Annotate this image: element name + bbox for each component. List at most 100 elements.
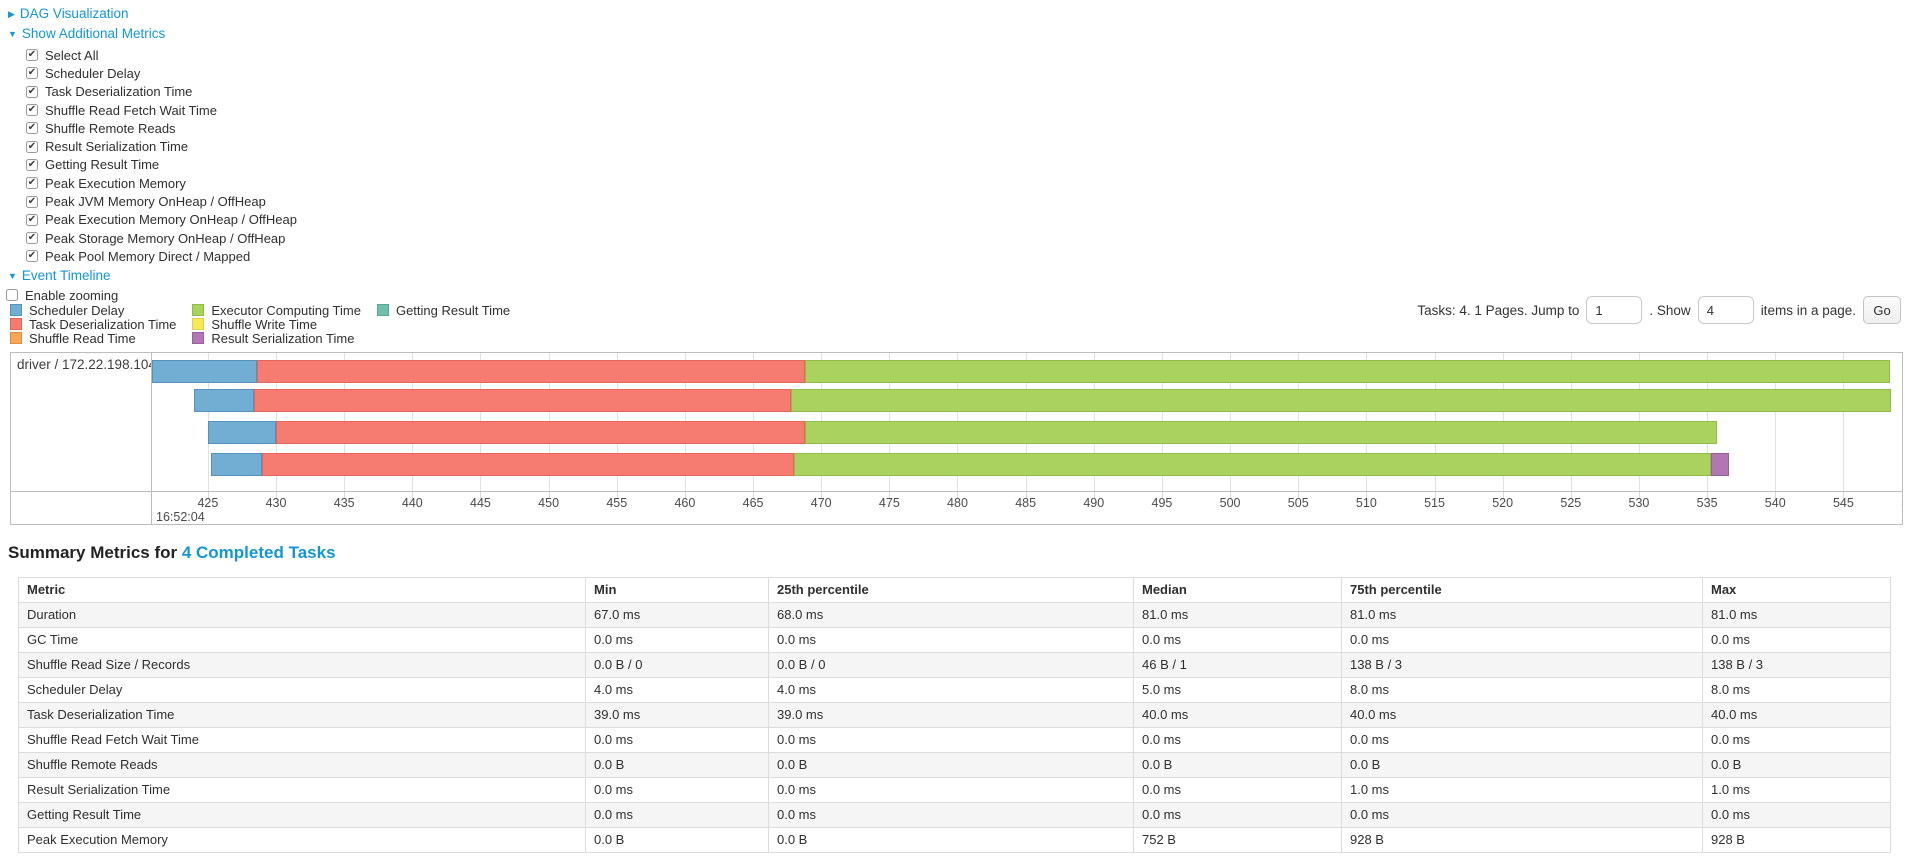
scheduler-delay-swatch — [10, 304, 22, 316]
metric-checkbox-checked[interactable]: ✔ — [26, 213, 38, 226]
metric-value-cell: 8.0 ms — [1341, 677, 1703, 703]
metric-checkbox-checked[interactable]: ✔ — [26, 250, 38, 263]
metric-value-cell: 0.0 B — [1702, 752, 1891, 778]
axis-tick-label: 525 — [1560, 496, 1582, 510]
enable-zooming-checkbox[interactable] — [6, 289, 18, 302]
metric-checkbox-checked[interactable]: ✔ — [26, 177, 38, 190]
metric-value-cell: 0.0 ms — [585, 777, 769, 803]
show-text: . Show — [1649, 302, 1691, 318]
result-serialization-swatch — [192, 332, 205, 344]
axis-tick-label: 520 — [1492, 496, 1514, 510]
timeline-bar-task-deserialization[interactable] — [256, 360, 805, 383]
task-deserialization-swatch — [10, 318, 22, 330]
axis-tick-label: 455 — [606, 496, 628, 510]
metric-checkbox-label: Result Serialization Time — [45, 139, 189, 155]
event-timeline-toggle[interactable]: ▼ Event Timeline — [8, 268, 297, 283]
metric-checkbox-checked[interactable]: ✔ — [26, 158, 38, 171]
legend-item: Executor Computing Time — [192, 302, 361, 318]
metric-value-cell: 39.0 ms — [768, 702, 1134, 728]
metric-checkbox-checked[interactable]: ✔ — [26, 85, 38, 98]
show-additional-metrics-label: Show Additional Metrics — [21, 26, 166, 41]
axis-tick-mark — [344, 492, 346, 498]
metric-value-cell: 0.0 ms — [1702, 802, 1891, 828]
metric-checkbox-checked[interactable]: ✔ — [26, 232, 38, 245]
axis-tick-mark — [753, 492, 755, 498]
metric-value-cell: 81.0 ms — [1133, 602, 1342, 628]
metric-checkbox-checked[interactable]: ✔ — [26, 67, 38, 80]
timeline-bar-task-deserialization[interactable] — [262, 453, 794, 476]
metric-value-cell: 81.0 ms — [1702, 602, 1891, 628]
metric-checkbox-label: Select All — [45, 47, 99, 63]
metric-value-cell: 0.0 B / 0 — [768, 652, 1134, 678]
go-button[interactable]: Go — [1863, 296, 1901, 324]
axis-tick-label: 445 — [470, 496, 491, 510]
axis-tick-mark — [684, 492, 686, 498]
axis-tick-label: 530 — [1628, 496, 1650, 510]
timeline-bar-executor-computing[interactable] — [804, 360, 1890, 383]
show-additional-metrics-toggle[interactable]: ▼ Show Additional Metrics — [8, 26, 297, 41]
timeline-bar-executor-computing[interactable] — [793, 453, 1712, 476]
timeline-bar-scheduler-delay[interactable] — [207, 421, 277, 444]
timeline-bar-executor-computing[interactable] — [804, 421, 1717, 444]
metric-name-cell: GC Time — [18, 627, 586, 653]
jump-to-page-input[interactable] — [1586, 296, 1643, 324]
timeline-bar-scheduler-delay[interactable] — [152, 360, 257, 383]
metric-value-cell: 0.0 ms — [768, 802, 1134, 828]
metric-checkbox-checked[interactable]: ✔ — [26, 140, 38, 153]
summary-column-header: 75th percentile — [1341, 577, 1703, 603]
timeline-bar-task-deserialization[interactable] — [254, 389, 792, 412]
axis-tick-mark — [957, 492, 959, 498]
page-size-input[interactable] — [1697, 296, 1754, 324]
metric-value-cell: 1.0 ms — [1702, 777, 1891, 803]
event-timeline-label: Event Timeline — [21, 267, 111, 283]
timeline-axis-left-spacer — [11, 491, 152, 524]
axis-tick-label: 430 — [265, 496, 287, 510]
timeline-bar-scheduler-delay[interactable] — [194, 389, 255, 412]
metric-checkbox-checked[interactable]: ✔ — [26, 49, 38, 62]
timeline-bar-scheduler-delay[interactable] — [210, 453, 263, 476]
metric-checkbox-item: ✔ Shuffle Read Fetch Wait Time — [26, 101, 297, 119]
metric-value-cell: 4.0 ms — [768, 677, 1134, 703]
metric-value-cell: 39.0 ms — [585, 702, 769, 728]
metric-checkbox-item: ✔ Task Deserialization Time — [26, 83, 297, 101]
legend-label: Executor Computing Time — [211, 302, 361, 318]
timeline-bar-result-serialization[interactable] — [1711, 453, 1729, 476]
metric-value-cell: 67.0 ms — [585, 602, 769, 628]
metric-value-cell: 138 B / 3 — [1341, 652, 1703, 678]
timeline-legend: Scheduler Delay Task Deserialization Time… — [10, 302, 510, 346]
metric-value-cell: 0.0 ms — [768, 727, 1134, 753]
metric-checkbox-list: ✔ Select All ✔ Scheduler Delay ✔ Task Deseria… — [26, 46, 297, 266]
legend-item: Getting Result Time — [376, 303, 510, 318]
metric-name-cell: Peak Execution Memory — [18, 827, 586, 853]
axis-tick-label: 550 — [1901, 496, 1902, 510]
summary-metrics-table: Metric Min 25th percentile Median 75th perce… — [18, 577, 1891, 853]
axis-tick-mark — [1638, 492, 1640, 498]
metric-name-cell: Getting Result Time — [18, 802, 586, 828]
metric-value-cell: 138 B / 3 — [1702, 652, 1891, 678]
completed-tasks-link[interactable]: 4 Completed Tasks — [181, 543, 336, 562]
summary-column-header: Median — [1133, 577, 1342, 603]
dag-visualization-toggle[interactable]: ▶ DAG Visualization — [8, 6, 297, 21]
axis-tick-mark — [1570, 492, 1572, 498]
metric-value-cell: 0.0 ms — [585, 802, 769, 828]
metric-name-cell: Shuffle Remote Reads — [18, 752, 586, 778]
axis-time-label: 16:52:04 — [156, 510, 205, 524]
summary-table-header: Metric Min 25th percentile Median 75th perce… — [18, 577, 1891, 603]
metric-checkbox-checked[interactable]: ✔ — [26, 122, 38, 135]
legend-label: Shuffle Write Time — [211, 316, 318, 332]
axis-tick-mark — [1775, 492, 1777, 498]
axis-tick-label: 425 — [197, 496, 219, 510]
timeline-gridline — [1775, 353, 1777, 491]
metric-checkbox-item: ✔ Result Serialization Time — [26, 137, 297, 155]
axis-tick-label: 470 — [810, 496, 832, 510]
axis-tick-label: 435 — [333, 496, 355, 510]
legend-label: Task Deserialization Time — [29, 316, 177, 332]
metric-checkbox-checked[interactable]: ✔ — [26, 195, 38, 208]
axis-tick-label: 460 — [674, 496, 696, 510]
timeline-bar-executor-computing[interactable] — [791, 389, 1892, 412]
metric-name-cell: Shuffle Read Size / Records — [18, 652, 586, 678]
timeline-bar-task-deserialization[interactable] — [276, 421, 805, 444]
metric-value-cell: 0.0 ms — [585, 727, 769, 753]
metric-checkbox-checked[interactable]: ✔ — [26, 104, 38, 117]
metric-value-cell: 928 B — [1341, 827, 1703, 853]
